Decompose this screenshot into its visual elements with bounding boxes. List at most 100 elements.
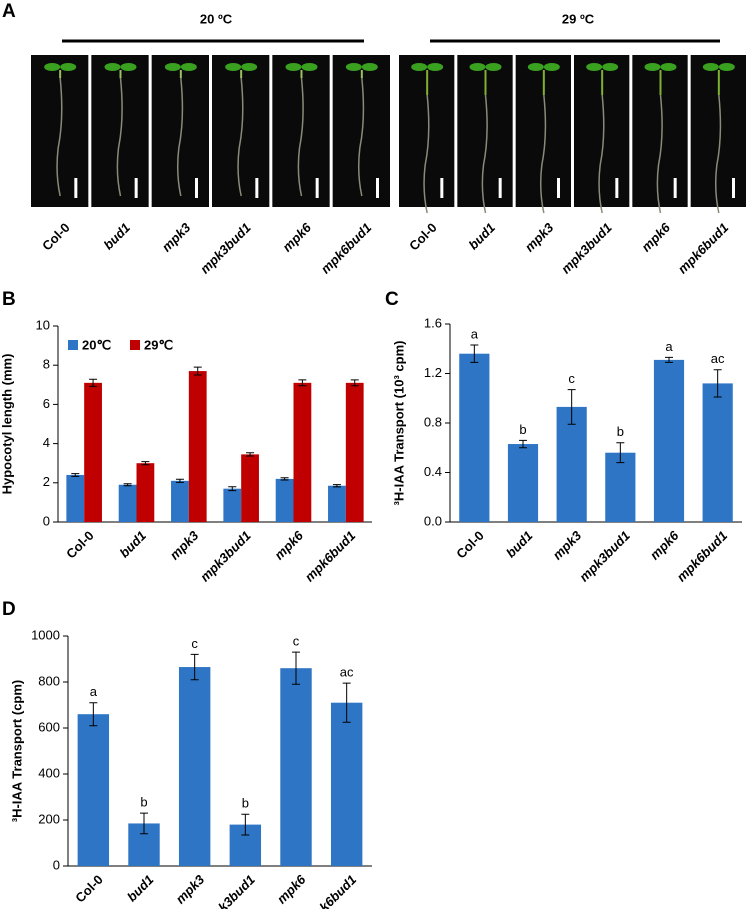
cotyledon [44, 63, 61, 71]
y-tick-label: 1000 [31, 627, 60, 642]
legend-swatch [68, 340, 78, 350]
scale-bar [732, 178, 735, 198]
error-bar [175, 478, 184, 483]
cotyledon [527, 63, 544, 71]
cotyledon [164, 63, 181, 71]
seedling-root [297, 77, 304, 197]
bar [188, 371, 207, 522]
category-label: mpk3bud1 [197, 528, 254, 585]
scale-bar [195, 178, 198, 198]
category-label: mpk6 [638, 219, 673, 254]
cotyledon [361, 63, 378, 71]
cotyledon [60, 63, 77, 71]
group-heading: 20 ºC [200, 11, 233, 26]
scale-bar [440, 178, 444, 198]
error-bar [228, 486, 237, 492]
bar [66, 474, 85, 522]
bar [330, 702, 363, 866]
legend-label: 29℃ [144, 337, 173, 352]
significance-letter: a [665, 339, 673, 354]
category-label: mpk3 [522, 219, 557, 254]
category-label: Col-0 [72, 872, 106, 906]
category-label: Col-0 [406, 220, 440, 254]
y-tick-label: 1.6 [424, 315, 442, 330]
bar [118, 484, 137, 522]
y-axis-label: ³H-IAA Transport (10³ cpm) [391, 341, 406, 506]
category-label: mpk3bud1 [197, 220, 254, 277]
cotyledon [469, 63, 486, 71]
cotyledon [120, 63, 137, 71]
category-label: bud1 [124, 872, 157, 905]
significance-letter: b [242, 796, 249, 811]
scale-bar [498, 178, 502, 198]
category-label: mpk3bud1 [576, 528, 633, 585]
error-bar [280, 477, 289, 481]
error-bar [342, 682, 351, 723]
error-bar [713, 369, 722, 398]
scale-bar [74, 178, 78, 198]
category-label: bud1 [116, 528, 149, 561]
scale-bar [315, 178, 319, 198]
bar [459, 353, 490, 522]
y-tick-label: 0 [43, 513, 50, 528]
bar [702, 383, 733, 522]
scale-bar [673, 178, 677, 198]
cotyledon [241, 63, 258, 71]
y-tick-label: 10 [36, 317, 50, 332]
y-tick-label: 0 [53, 857, 60, 872]
seedling-root [714, 94, 722, 214]
y-tick-label: 600 [38, 719, 60, 734]
error-bar [298, 379, 307, 387]
cotyledon [301, 63, 318, 71]
y-tick-label: 0.0 [424, 513, 442, 528]
error-bar [519, 439, 527, 449]
category-label: mpk6bud1 [674, 528, 731, 585]
bar [556, 406, 587, 522]
cotyledon [427, 63, 444, 71]
significance-letter: c [191, 636, 198, 651]
error-bar [332, 484, 341, 488]
significance-letter: b [617, 424, 624, 439]
seedling-root [423, 94, 430, 214]
error-bar [241, 813, 250, 836]
cotyledon [644, 63, 661, 71]
error-bar [193, 366, 202, 376]
panel-letter: C [385, 289, 399, 310]
bar [241, 454, 259, 522]
seedling-root [176, 77, 184, 197]
bar [507, 444, 539, 522]
panel-letter: A [2, 1, 16, 22]
category-label: mpk3bud1 [558, 220, 615, 277]
group-heading: 29 ºC [562, 11, 595, 26]
category-label: mpk3 [550, 527, 585, 562]
category-label: mpk3 [173, 871, 208, 906]
y-tick-label: 2 [43, 474, 50, 489]
seedling-root [598, 94, 605, 214]
error-bar [123, 483, 132, 487]
significance-letter: b [140, 795, 147, 810]
seedling-root [357, 77, 365, 197]
significance-letter: a [471, 326, 479, 341]
bar [171, 480, 189, 522]
error-bar [246, 452, 255, 457]
error-bar [89, 702, 98, 727]
y-tick-label: 200 [38, 811, 60, 826]
legend-label: 20℃ [82, 337, 111, 352]
bar [136, 463, 155, 522]
category-label: mpk6bud1 [675, 220, 732, 277]
scale-bar [615, 178, 619, 198]
category-label: mpk6bud1 [318, 220, 375, 277]
bar [275, 478, 294, 522]
y-tick-label: 800 [38, 673, 60, 688]
significance-letter: b [519, 422, 526, 437]
bar [178, 667, 211, 866]
cotyledon [180, 63, 197, 71]
cotyledon [104, 63, 121, 71]
y-axis-label: Hypocotyl length (mm) [0, 354, 14, 495]
category-label: mpk3bud1 [201, 872, 258, 909]
cotyledon [285, 63, 302, 71]
y-axis-label: ³H-IAA Transport (cpm) [9, 680, 24, 823]
category-label: mpk3 [167, 527, 202, 562]
bar [84, 382, 102, 522]
